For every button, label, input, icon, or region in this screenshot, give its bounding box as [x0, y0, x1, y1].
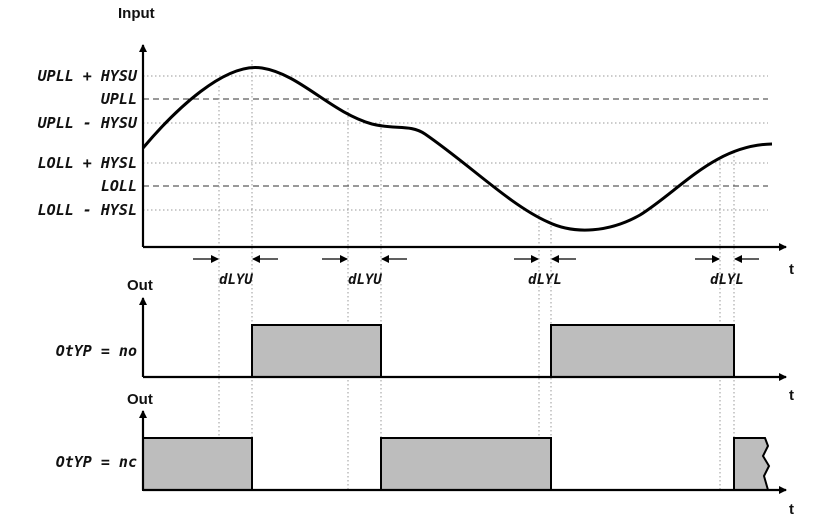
delay-label-2: dLYU	[348, 272, 382, 288]
level-label-loll: LOLL	[101, 177, 137, 195]
output-no-pulse-2	[550, 324, 735, 378]
delay-label-1: dLYU	[219, 272, 253, 288]
level-label-loll-plus-hysl: LOLL + HYSL	[38, 154, 137, 172]
delay-marker-2: dLYU	[322, 255, 407, 288]
delay-label-3: dLYL	[528, 272, 562, 288]
t-axis-label-3: t	[789, 501, 794, 518]
output-nc-label: OtYP = nc	[56, 453, 137, 471]
delay-marker-4: dLYL	[695, 255, 759, 288]
input-signal-curve	[141, 66, 773, 232]
t-axis-label-2: t	[789, 387, 794, 404]
output-no-pulse-1	[251, 324, 382, 378]
delay-label-4: dLYL	[710, 272, 744, 288]
level-label-upll-plus-hysu: UPLL + HYSU	[38, 67, 138, 85]
output-no-label: OtYP = no	[56, 342, 137, 360]
out-axis-label-2: Out	[127, 391, 153, 408]
t-axis-label-1: t	[789, 261, 794, 278]
level-label-upll-minus-hysu: UPLL - HYSU	[38, 114, 138, 132]
out-axis-label-1: Out	[127, 277, 153, 294]
level-label-upll: UPLL	[101, 90, 137, 108]
output-nc-pulse-3-torn	[733, 437, 771, 491]
level-label-loll-minus-hysl: LOLL - HYSL	[38, 201, 137, 219]
input-axis-label: Input	[118, 5, 155, 22]
delay-marker-1: dLYU	[193, 255, 278, 288]
output-nc-pulse-2	[380, 437, 552, 491]
output-nc-pulse-1	[142, 437, 253, 491]
delay-marker-3: dLYL	[514, 255, 576, 288]
